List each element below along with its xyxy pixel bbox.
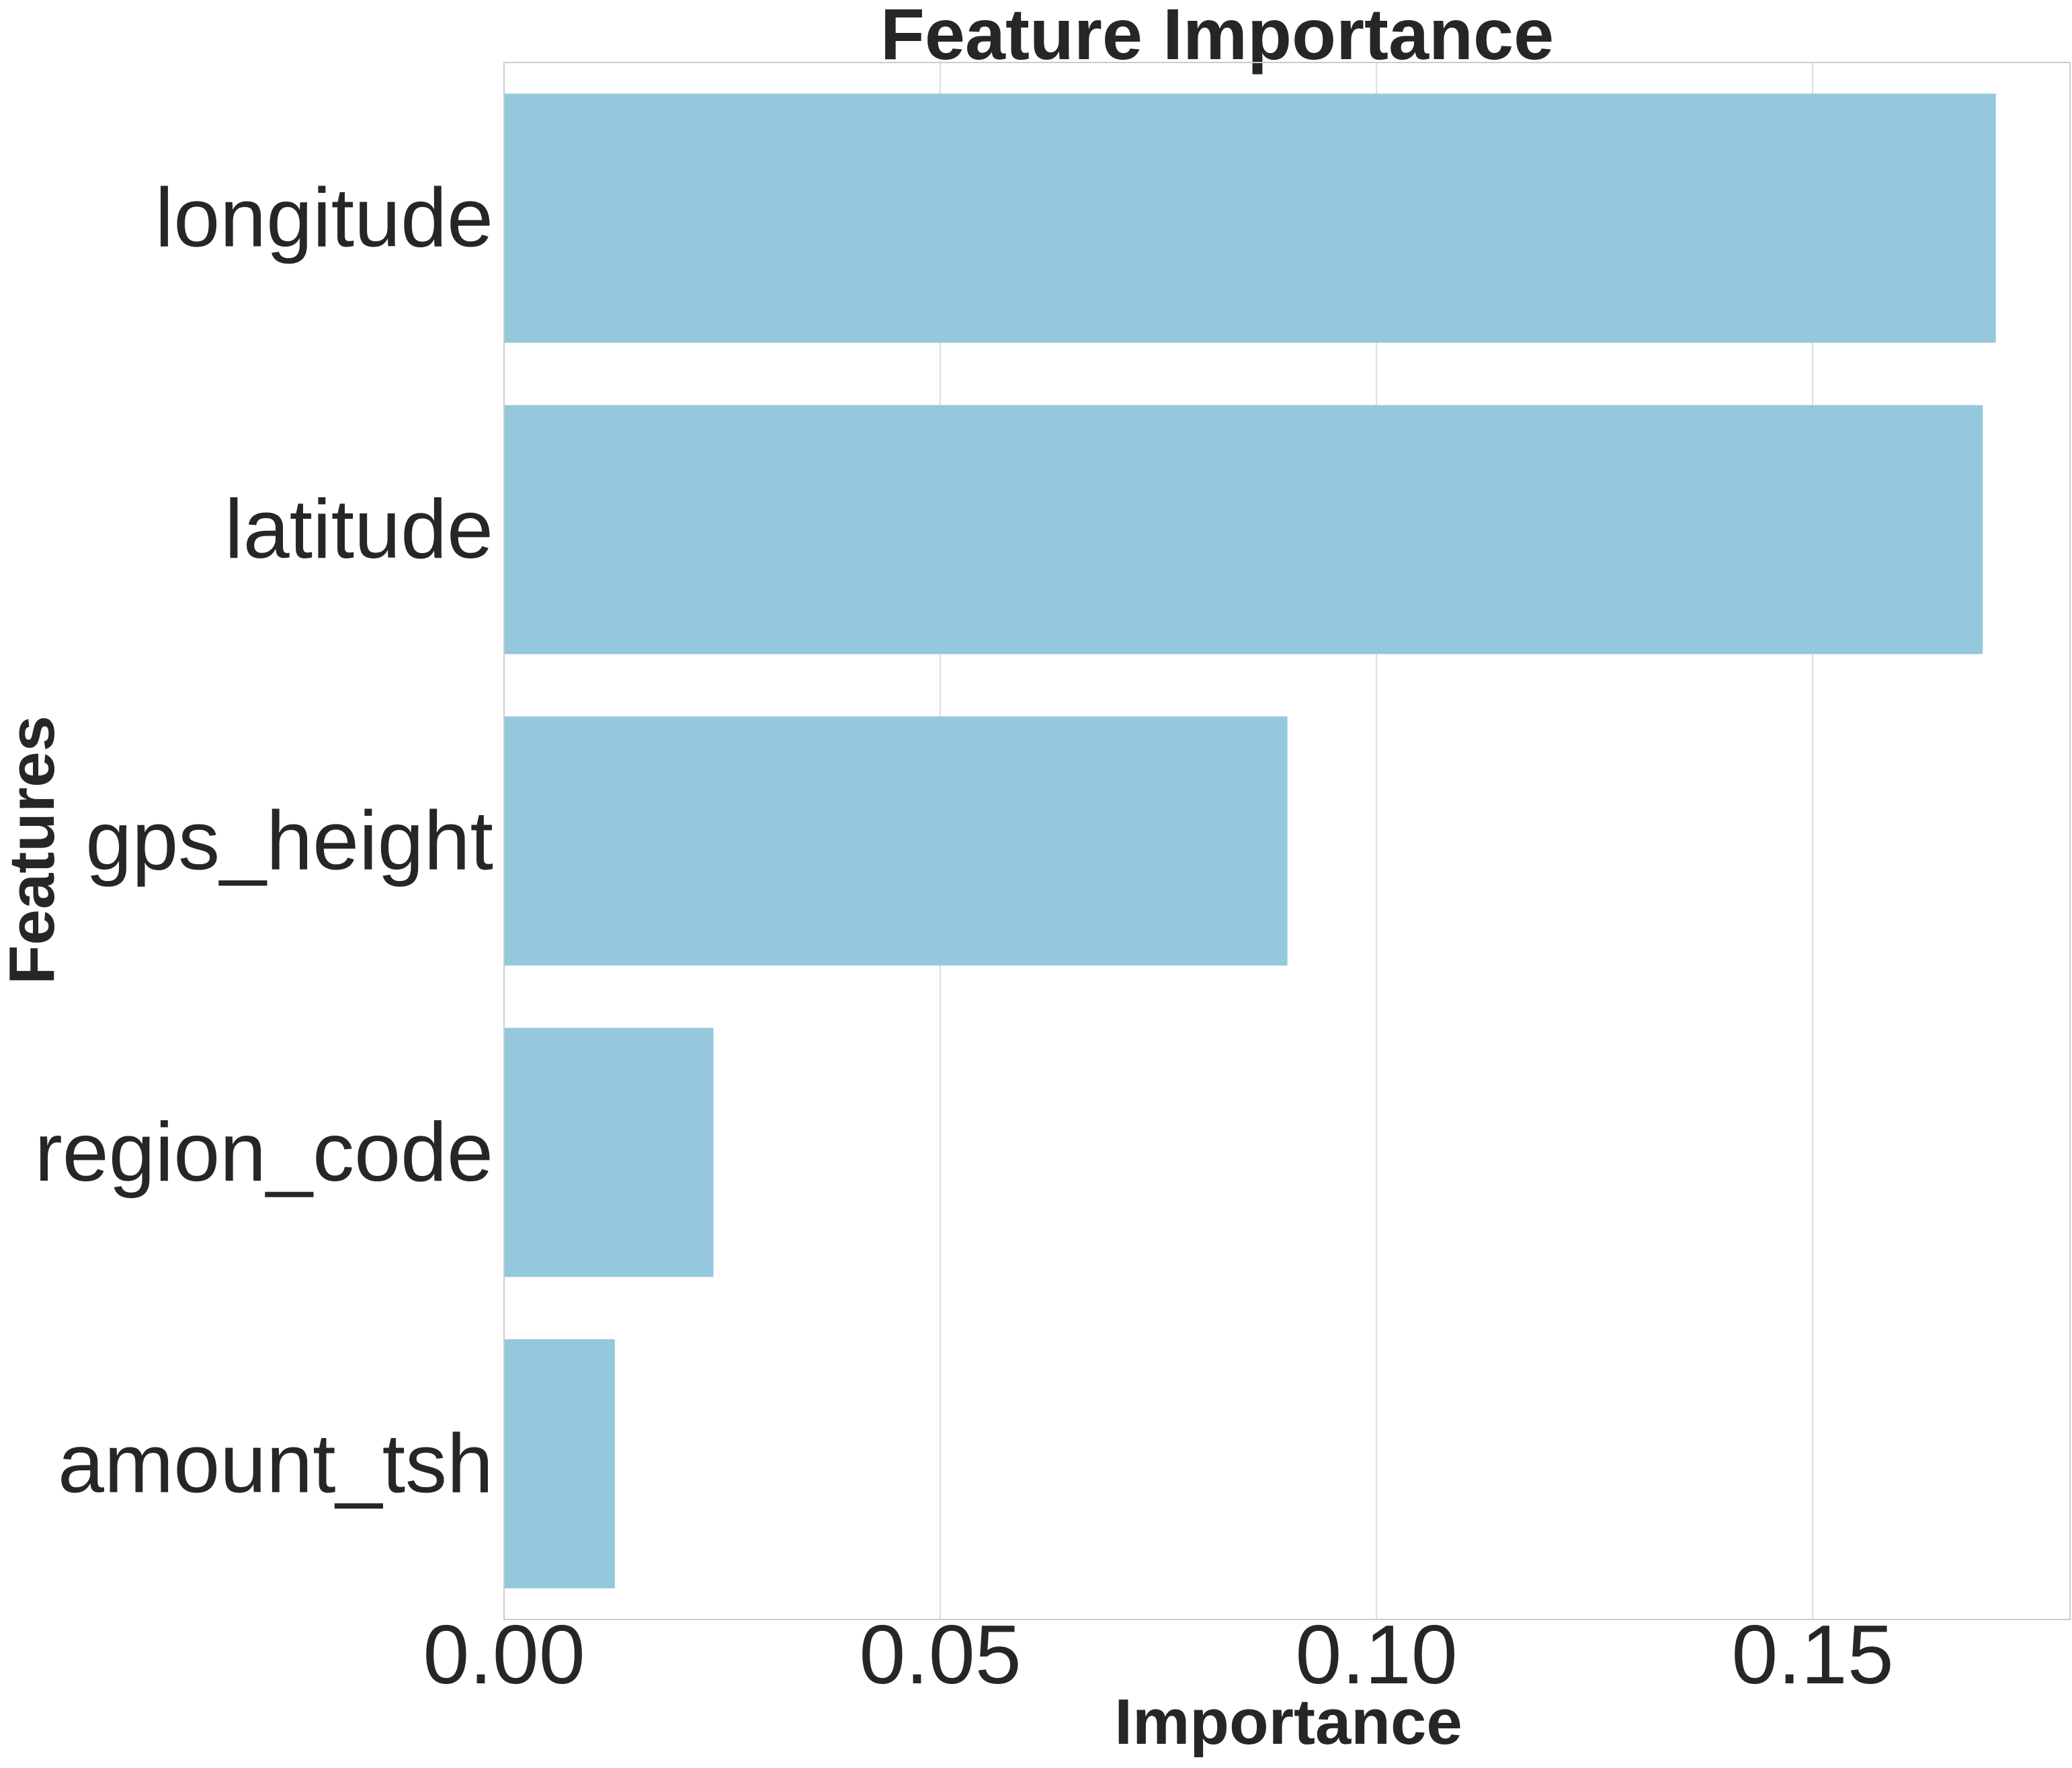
x-tick-label: 0.00 — [423, 1609, 585, 1701]
y-tick-label-amount-tsh: amount_tsh — [58, 1417, 493, 1510]
y-axis-title: Features — [0, 716, 68, 984]
chart-title: Feature Importance — [880, 0, 1554, 75]
y-tick-label-region-code: region_code — [34, 1106, 493, 1199]
x-axis-title: Importance — [1114, 1686, 1462, 1758]
bars — [504, 93, 1996, 1589]
bar-amount-tsh — [504, 1339, 615, 1589]
y-tick-label-latitude: latitude — [224, 483, 493, 576]
bar-region-code — [504, 1027, 714, 1277]
x-tick-label: 0.10 — [1295, 1609, 1457, 1701]
x-tick-label: 0.15 — [1731, 1609, 1893, 1701]
y-tick-label-gps-height: gps_height — [85, 795, 493, 888]
x-tick-labels: 0.00 0.05 0.10 0.15 — [423, 1609, 1893, 1701]
bar-longitude — [504, 93, 1996, 343]
plot-area-frame — [503, 62, 2071, 1620]
bar-gps-height — [504, 716, 1288, 966]
x-tick-label: 0.05 — [859, 1609, 1021, 1701]
bar-latitude — [504, 405, 1983, 655]
y-tick-labels: longitude latitude gps_height region_codeam… — [34, 172, 493, 1511]
y-tick-label-longitude: longitude — [155, 172, 493, 265]
